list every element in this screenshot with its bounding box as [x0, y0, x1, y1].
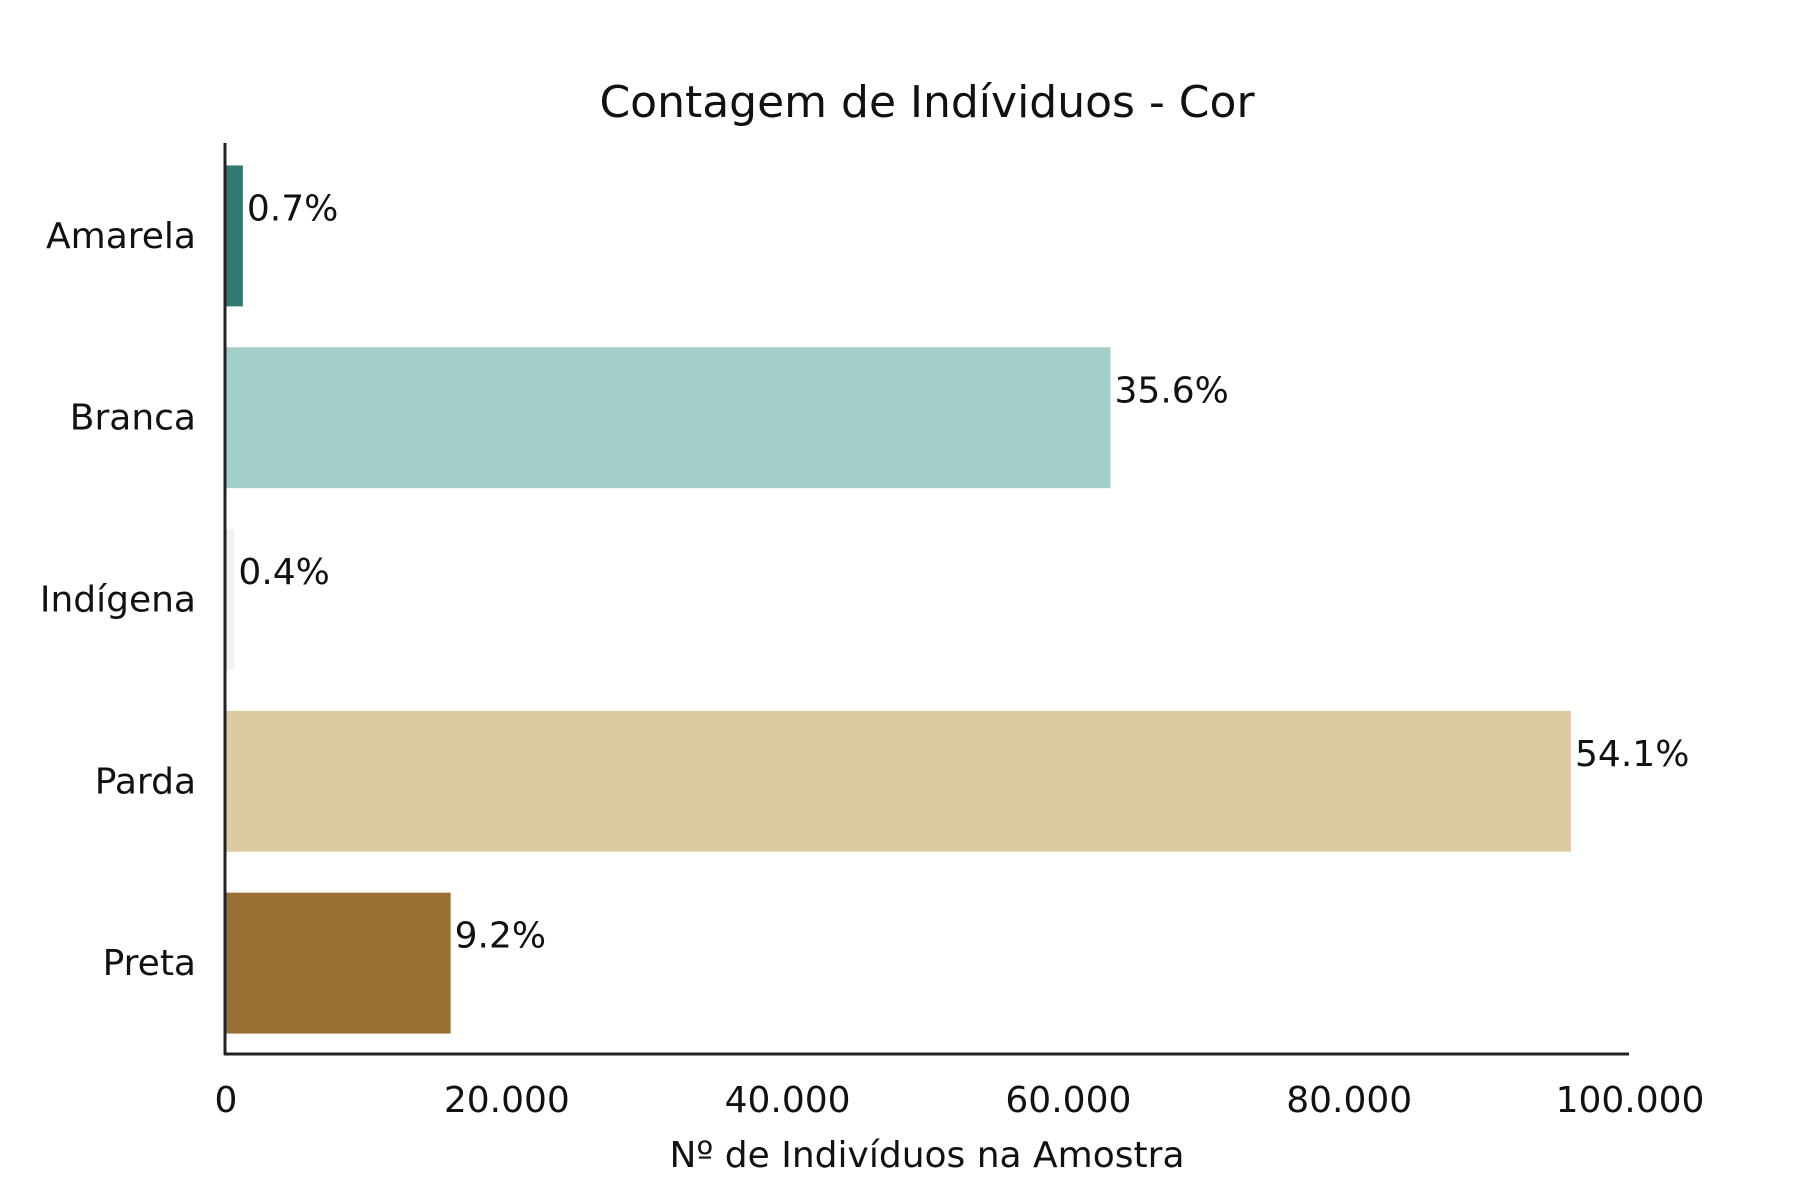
- x-tick-labels: 0 20.000 40.000 60.000 80.000 100.000: [215, 1080, 1705, 1121]
- x-tick-label: 60.000: [1005, 1080, 1131, 1121]
- chart-title: Contagem de Indíviduos - Cor: [599, 77, 1255, 128]
- bar-parda: [226, 710, 1572, 852]
- y-tick-label: Amarela: [46, 216, 196, 257]
- data-label: 9.2%: [455, 916, 546, 957]
- y-tick-labels: Amarela Branca Indígena Parda Preta: [40, 216, 196, 984]
- x-tick-label: 40.000: [725, 1080, 851, 1121]
- x-tick-label: 20.000: [444, 1080, 570, 1121]
- bar-amarela: [226, 165, 243, 307]
- y-tick-label: Branca: [70, 398, 196, 439]
- x-tick-label: 0: [215, 1080, 238, 1121]
- x-axis-label: Nº de Indivíduos na Amostra: [669, 1135, 1184, 1176]
- data-label: 0.4%: [238, 552, 329, 593]
- bar-preta: [226, 892, 451, 1034]
- data-label: 35.6%: [1115, 370, 1229, 411]
- y-tick-label: Preta: [103, 943, 196, 984]
- data-label: 54.1%: [1575, 734, 1689, 775]
- x-tick-label: 100.000: [1556, 1080, 1705, 1121]
- data-label: 0.7%: [247, 188, 338, 229]
- y-tick-label: Parda: [95, 761, 196, 802]
- bar-indigena: [226, 529, 235, 670]
- x-tick-label: 80.000: [1286, 1080, 1412, 1121]
- data-labels-layer: 0.7% 35.6% 0.4% 54.1% 9.2%: [238, 188, 1689, 956]
- bars-layer: [226, 165, 1572, 1034]
- y-tick-label: Indígena: [40, 580, 196, 621]
- bar-branca: [226, 347, 1111, 489]
